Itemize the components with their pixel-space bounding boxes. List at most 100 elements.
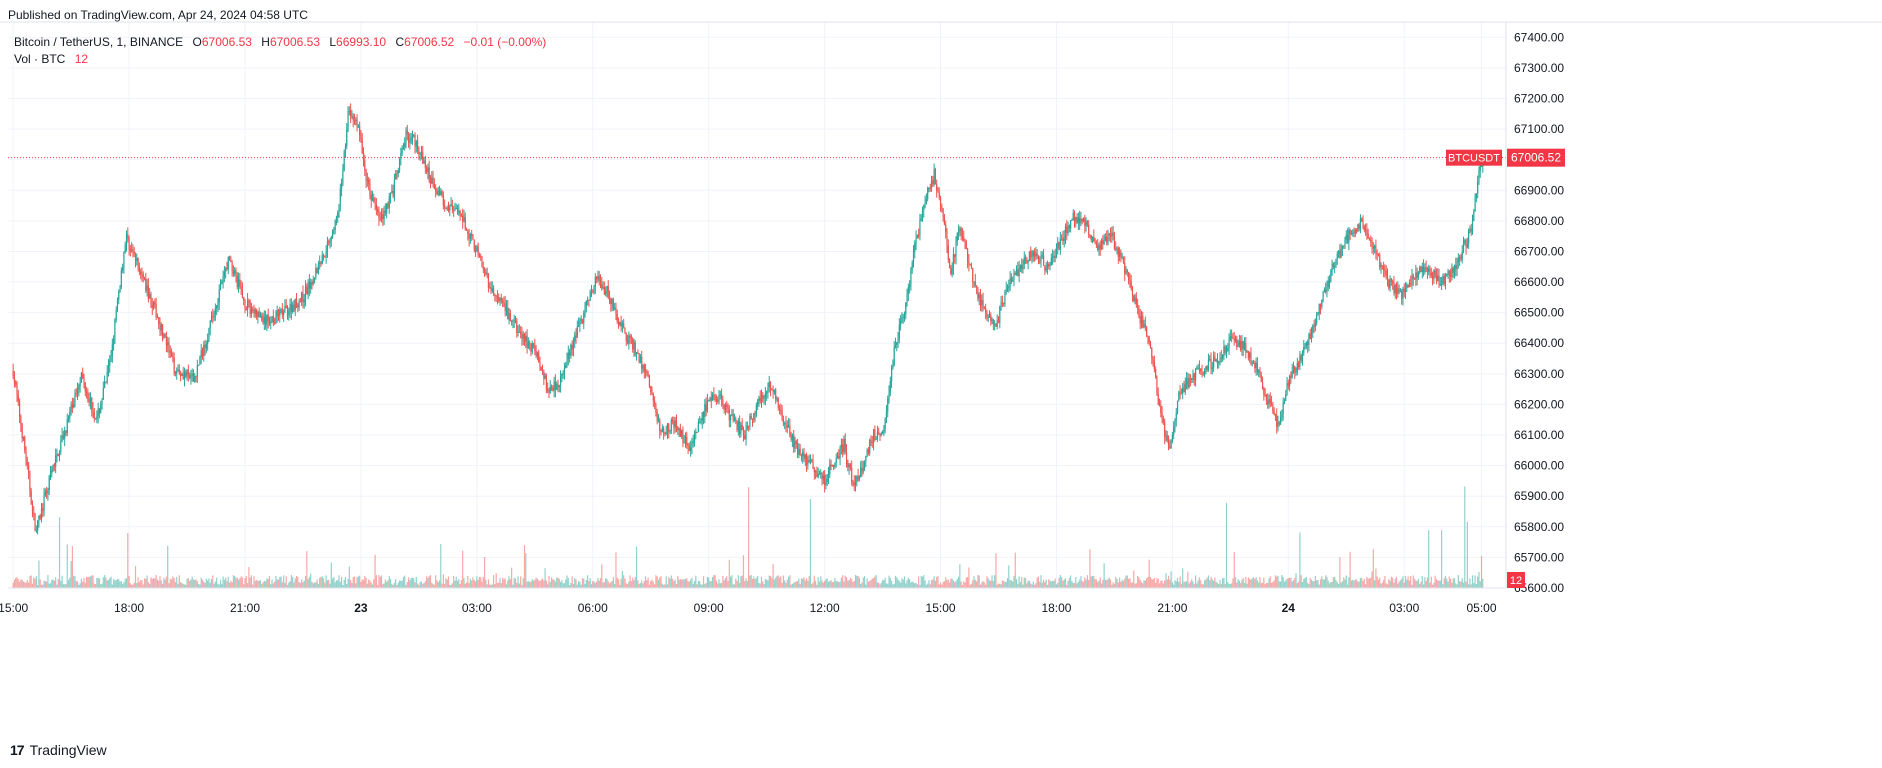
- candle-body: [638, 353, 640, 363]
- candle-body: [704, 404, 706, 418]
- volume-bar: [1443, 578, 1445, 588]
- volume-bar: [771, 577, 773, 588]
- candle-body: [1161, 412, 1163, 420]
- volume-bar: [773, 579, 775, 588]
- candle-body: [450, 204, 452, 206]
- candle-body: [78, 385, 80, 390]
- volume-bar: [485, 579, 487, 588]
- volume-bar: [1111, 584, 1113, 588]
- candle-body: [398, 159, 401, 171]
- volume-bar: [796, 581, 799, 588]
- volume-bar: [736, 580, 738, 588]
- volume-bar: [1464, 486, 1466, 588]
- volume-bar: [122, 584, 124, 588]
- candle-body: [700, 421, 702, 423]
- candle-body: [1358, 224, 1360, 229]
- candle-body: [909, 284, 911, 288]
- volume-bar: [1255, 577, 1257, 588]
- candle-body: [937, 190, 939, 193]
- volume-bar: [1290, 577, 1292, 588]
- volume-bar: [1256, 580, 1259, 588]
- volume-bar: [910, 582, 912, 588]
- candle-body: [123, 252, 125, 268]
- volume-bar: [248, 566, 250, 588]
- volume-bar: [1327, 580, 1329, 588]
- candle-body: [212, 316, 214, 318]
- volume-bar: [521, 584, 523, 588]
- candle-body: [1344, 239, 1346, 247]
- candle-body: [956, 233, 958, 241]
- volume-bar: [351, 583, 353, 588]
- volume-bar: [691, 577, 693, 588]
- candle-body: [210, 316, 213, 321]
- candle-body: [472, 236, 474, 240]
- volume-bar: [458, 578, 460, 588]
- price-tick-label: 66900.00: [1514, 183, 1564, 197]
- candle-body: [648, 375, 651, 387]
- volume-bar: [759, 583, 761, 588]
- candle-body: [808, 460, 810, 462]
- candle-body: [1142, 316, 1144, 328]
- volume-bar: [368, 579, 370, 588]
- volume-bar: [347, 579, 349, 588]
- candle-body: [559, 376, 562, 386]
- candle-body: [1473, 211, 1475, 222]
- candle-body: [218, 289, 220, 303]
- candle-body: [848, 464, 850, 468]
- volume-bar: [391, 583, 393, 588]
- volume-bar: [1015, 579, 1018, 588]
- volume-bar: [185, 584, 187, 588]
- candle-body: [346, 129, 348, 147]
- candle-body: [93, 411, 95, 419]
- volume-bar: [879, 584, 881, 588]
- candle-body: [751, 418, 754, 420]
- volume-bar: [78, 584, 80, 588]
- candle-body: [875, 438, 877, 440]
- volume-bar: [1080, 576, 1082, 588]
- candle-body: [749, 415, 751, 427]
- volume-bar: [784, 580, 786, 588]
- volume-label[interactable]: Vol · BTC: [14, 52, 66, 66]
- candle-body: [1310, 332, 1313, 340]
- candle-body: [1392, 281, 1394, 284]
- volume-bar: [1385, 583, 1387, 588]
- volume-bar: [1070, 575, 1072, 588]
- candle-body: [378, 212, 380, 219]
- volume-bar: [518, 583, 520, 588]
- time-tick-label: 09:00: [694, 601, 724, 615]
- volume-bar: [539, 580, 541, 588]
- candle-body: [981, 299, 983, 306]
- candle-body: [650, 386, 652, 392]
- volume-bar: [769, 575, 772, 588]
- time-axis[interactable]: 15:00 18:00 21:00 23 03:00 06:00 09:00 12:00 15:…: [0, 601, 1497, 615]
- volume-bar: [706, 577, 709, 588]
- volume-bar: [1203, 580, 1206, 588]
- volume-bar: [1139, 579, 1141, 588]
- volume-bar: [821, 580, 823, 588]
- volume-bar: [866, 578, 868, 588]
- volume-bar: [491, 584, 493, 588]
- volume-bar: [951, 578, 953, 588]
- volume-bar: [669, 578, 671, 588]
- volume-bar: [755, 577, 757, 588]
- candle-body: [647, 373, 649, 376]
- price-axis[interactable]: 65600.0065700.0065800.0065900.0066000.00…: [1514, 30, 1564, 595]
- candle-body: [1395, 285, 1398, 294]
- volume-bar: [18, 581, 21, 588]
- candle-body: [429, 181, 432, 184]
- volume-bar: [411, 577, 414, 588]
- volume-bar: [1273, 580, 1275, 588]
- volume-bar: [544, 568, 546, 588]
- volume-bar: [630, 581, 633, 588]
- volume-bar: [826, 578, 828, 588]
- volume-bar: [530, 581, 532, 588]
- volume-bar: [898, 580, 900, 588]
- candle-body: [1147, 335, 1149, 337]
- candle-body: [910, 268, 912, 285]
- volume-bar: [921, 576, 924, 588]
- time-tick-label: 03:00: [462, 601, 492, 615]
- symbol-title[interactable]: Bitcoin / TetherUS, 1, BINANCE: [14, 35, 184, 49]
- candle-body: [244, 300, 246, 310]
- volume-bar: [272, 583, 274, 588]
